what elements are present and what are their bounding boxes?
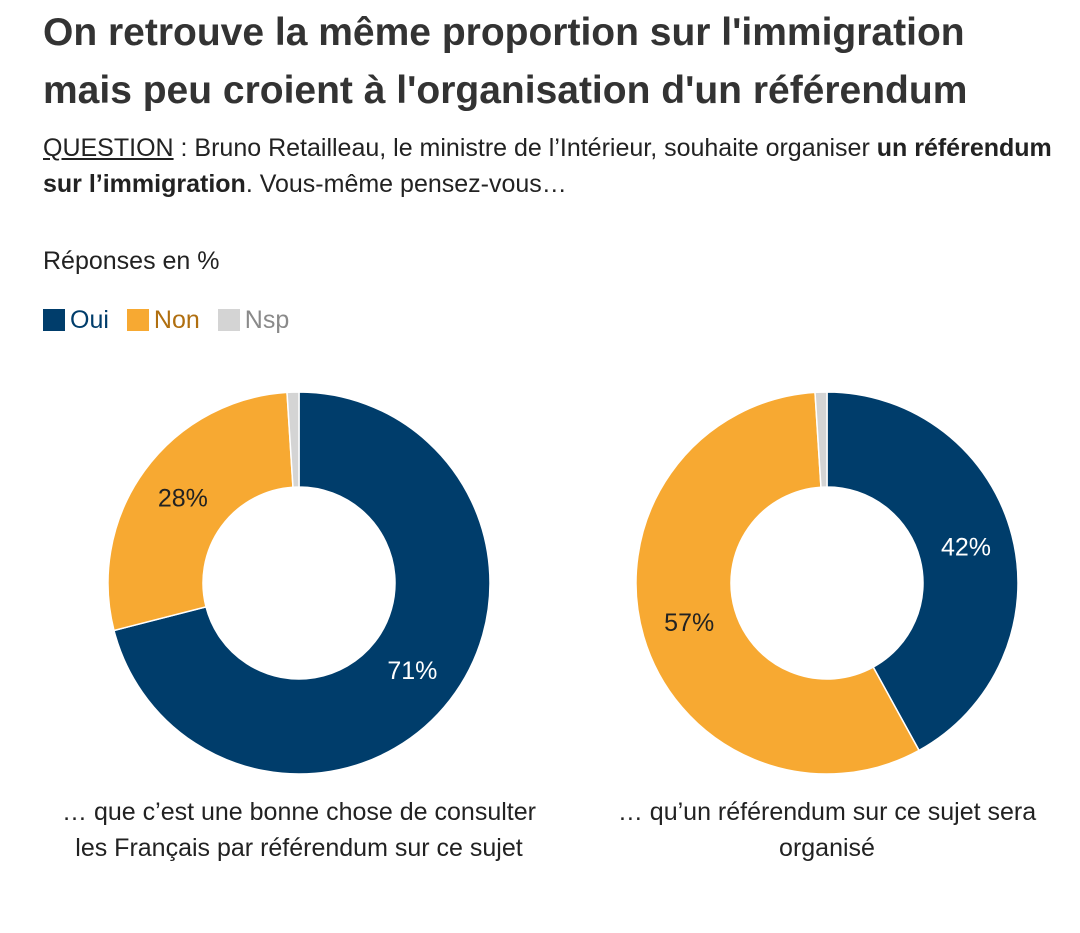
caption-right: … qu’un référendum sur ce sujet sera org… (617, 798, 1037, 862)
question-text: QUESTION : Bruno Retailleau, le ministre… (43, 130, 1063, 202)
donut-1-slice-oui (826, 391, 1019, 752)
donut-1-slice-non (635, 391, 921, 775)
donut-1-label-non: 57% (664, 609, 714, 637)
legend-swatch-nsp (217, 309, 240, 331)
legend-item-oui: Oui (43, 303, 109, 337)
legend-swatch-oui (43, 309, 65, 331)
legend-swatch-non (126, 309, 149, 331)
donut-0-label-non: 28% (158, 485, 208, 513)
question-bold: un référendum sur l’immigration (43, 134, 1052, 198)
legend-item-nsp: Nsp (217, 303, 290, 337)
question-separator: : (173, 134, 195, 162)
question-label: QUESTION (43, 134, 174, 162)
legend-label-oui: Oui (70, 306, 109, 334)
chart-subtitle: Réponses en % (43, 247, 220, 275)
chart-title: On retrouve la même proportion sur l'imm… (43, 11, 968, 112)
legend-label-nsp: Nsp (244, 306, 290, 334)
donut-0-slice-oui (113, 391, 491, 775)
donut-0-slice-nsp (286, 391, 300, 488)
legend-item-non: Non (126, 303, 200, 337)
donut-1-slice-nsp (814, 391, 828, 488)
question-part-1: Bruno Retailleau, le ministre de l’Intér… (194, 134, 877, 162)
caption-left: … que c’est une bonne chose de consulter… (62, 798, 536, 862)
donut-1-label-oui: 42% (941, 533, 991, 561)
legend-label-non: Non (153, 306, 200, 334)
donut-0-label-oui: 71% (387, 657, 437, 685)
donut-0-slice-non (107, 391, 294, 632)
question-part-2: . Vous-même pensez-vous… (245, 170, 567, 198)
legend: Oui Non Nsp (43, 303, 307, 337)
